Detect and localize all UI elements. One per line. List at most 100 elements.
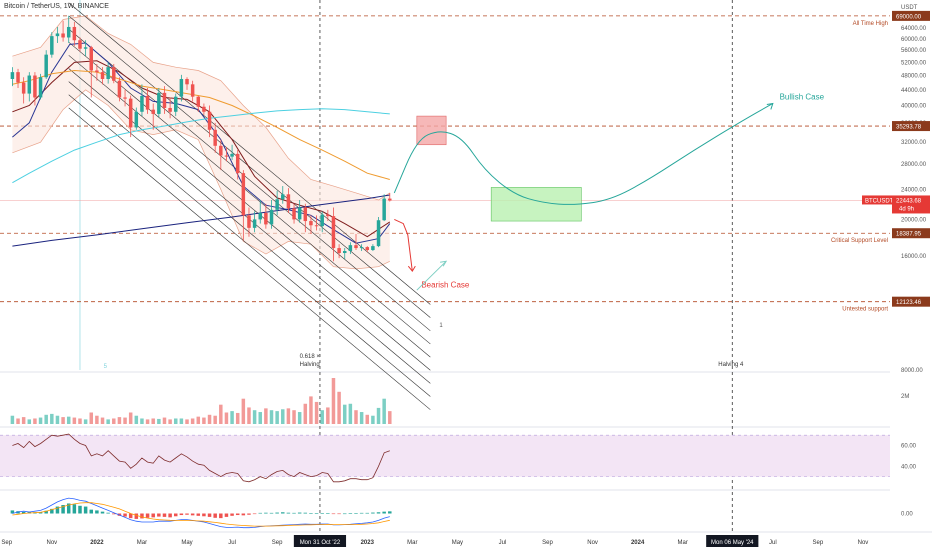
candle-body	[50, 36, 54, 55]
x-tick-label: Sep	[542, 540, 553, 546]
volume-bar	[151, 418, 155, 424]
volume-bar	[61, 417, 65, 424]
volume-bar	[213, 415, 217, 424]
level-price-label: 35293.78	[896, 125, 922, 131]
candle	[326, 209, 330, 222]
channel-line	[68, 81, 431, 384]
candle-body	[258, 212, 262, 220]
level-note: Critical Support Level	[831, 238, 888, 244]
x-tick-label: Nov	[858, 540, 869, 546]
macd-hist-bar	[83, 506, 88, 514]
candle	[202, 103, 206, 115]
recovery-arrow	[416, 260, 447, 291]
candle	[241, 170, 246, 241]
macd-hist-bar	[219, 513, 223, 519]
candle	[388, 192, 392, 202]
candle-body	[117, 80, 122, 98]
volume-bar	[89, 412, 93, 424]
candle	[337, 244, 341, 259]
candle-body	[252, 219, 257, 228]
volume-bar	[320, 410, 324, 424]
macd-hist-bar	[269, 512, 274, 514]
candle-body	[21, 82, 26, 94]
volume-bar	[106, 419, 110, 424]
candle-body	[179, 78, 184, 97]
macd-hist-bar	[348, 513, 353, 514]
candle-body	[162, 92, 167, 108]
candle-body	[145, 95, 150, 110]
candle	[230, 144, 234, 161]
candle	[106, 62, 110, 84]
candle	[66, 15, 71, 44]
macd-hist-bar	[281, 512, 285, 514]
x-tick-label: Mar	[407, 540, 417, 546]
candle-body	[100, 72, 105, 79]
volume-bar	[16, 418, 20, 424]
candle	[196, 95, 201, 112]
y-tick-label: 24000.00	[901, 187, 927, 193]
level-price-label: 69000.00	[896, 14, 922, 20]
candle-body	[134, 111, 139, 128]
macd-hist-bar	[27, 511, 32, 514]
candle	[365, 246, 370, 253]
candle	[297, 200, 302, 223]
candle-body	[112, 67, 116, 81]
candle	[89, 45, 93, 98]
candle-body	[371, 246, 375, 251]
macd-hist-bar	[382, 511, 386, 514]
macd-hist-bar	[303, 512, 308, 514]
channel-line	[68, 15, 431, 318]
candle-body	[140, 95, 144, 112]
countdown-label: 4d 9h	[899, 206, 914, 212]
macd-hist-bar	[309, 513, 313, 514]
candle-body	[219, 145, 223, 156]
volume-bar	[275, 411, 279, 424]
candle	[190, 80, 195, 102]
recovery-arrowhead	[440, 260, 448, 267]
volume-bar	[286, 408, 291, 424]
candle	[348, 242, 353, 255]
macd-hist-bar	[314, 513, 319, 514]
candle	[320, 211, 324, 233]
volume-bar	[140, 418, 144, 424]
volume-bar	[179, 418, 184, 424]
candle-body	[354, 245, 358, 249]
y-tick-label: 20000.00	[901, 217, 927, 223]
level-price-tag	[892, 228, 930, 239]
candle-body	[95, 70, 99, 73]
macd-hist-bar	[162, 513, 167, 517]
volume-bar	[123, 417, 127, 424]
candle	[275, 190, 279, 216]
rsi-band	[0, 435, 890, 477]
x-tick-label: 2024	[631, 540, 645, 546]
y-tick-label: 8000.00	[901, 368, 923, 374]
candle	[314, 215, 319, 231]
candle-body	[157, 92, 161, 114]
volume-bar	[66, 416, 71, 424]
chart-title: Bitcoin / TetherUS, 1W, BINANCE	[4, 3, 109, 10]
candle	[112, 63, 116, 84]
volume-bar	[145, 419, 150, 424]
x-marker-tag	[293, 535, 347, 547]
candle-body	[365, 247, 370, 251]
bullish-case-label: Bullish Case	[780, 92, 825, 101]
bollinger-fill	[12, 15, 390, 269]
bullish-arrowhead	[766, 102, 774, 110]
candle-body	[230, 153, 234, 157]
candle-body	[320, 214, 324, 227]
volume-bar	[371, 415, 375, 424]
volume-bar	[27, 419, 32, 424]
macd-hist-bar	[235, 513, 240, 516]
volume-bar	[337, 391, 341, 424]
macd-hist-bar	[275, 512, 279, 514]
candle	[258, 200, 262, 224]
price-axis	[890, 0, 932, 550]
candle-body	[128, 98, 133, 128]
candle	[157, 87, 161, 117]
rsi-level-label: 60.00	[901, 444, 917, 450]
candle	[292, 203, 296, 224]
volume-bar	[264, 408, 268, 424]
macd-hist-bar	[134, 513, 139, 519]
candle-body	[123, 97, 127, 99]
